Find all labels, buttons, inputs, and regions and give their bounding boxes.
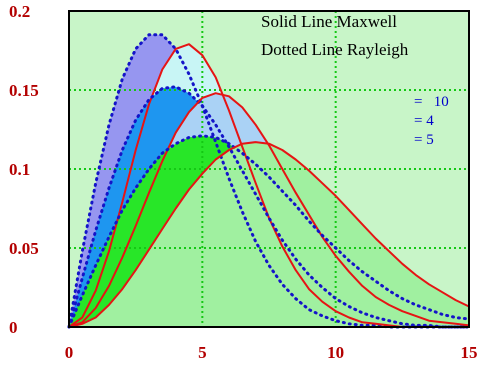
series-6-maxwell-line: [68, 141, 470, 328]
grid-lines: [69, 11, 469, 327]
sigma-label-2: = 4: [414, 113, 434, 129]
x-tick-label: 10: [327, 343, 344, 362]
plot-frame: [68, 10, 470, 328]
y-tick-label: 0.15: [9, 81, 39, 100]
y-tick-labels: 0 0.05 0.1 0.15 0.2: [9, 2, 39, 337]
y-tick-label: 0: [9, 318, 18, 337]
x-tick-label: 15: [461, 343, 478, 362]
sigma-annotations: = 10 = 4 = 5: [414, 94, 449, 148]
sigma-label-3: = 5: [414, 132, 434, 148]
sigma-label-1: = 10: [414, 94, 449, 110]
x-tick-label: 0: [65, 343, 74, 362]
y-tick-label: 0.2: [9, 2, 30, 21]
x-tick-labels: 0 5 10 15: [65, 343, 478, 362]
legend-line-1: Solid Line Maxwell: [261, 12, 397, 31]
series-5-rayleigh-line: [67, 134, 471, 329]
legend: Solid Line Maxwell Dotted Line Rayleigh: [261, 12, 409, 59]
y-tick-label: 0.1: [9, 160, 30, 179]
series-3-rayleigh-line: [67, 85, 471, 329]
legend-line-2: Dotted Line Rayleigh: [261, 40, 409, 59]
series-4-maxwell-line: [68, 92, 470, 328]
series-6-fill: [69, 142, 469, 327]
y-tick-label: 0.05: [9, 239, 39, 258]
x-tick-label: 5: [198, 343, 207, 362]
